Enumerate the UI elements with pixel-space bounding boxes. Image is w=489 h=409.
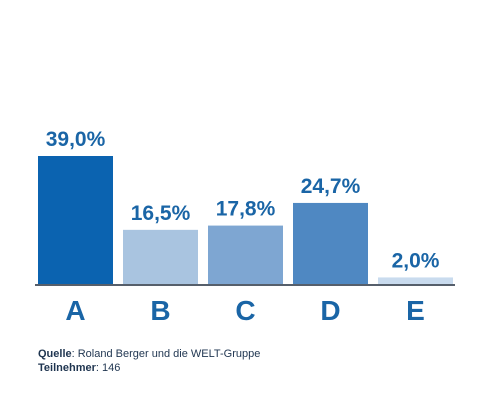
bar-c <box>208 225 283 284</box>
source-text: : Roland Berger und die WELT-Gruppe <box>71 348 261 360</box>
bar-a <box>38 156 113 284</box>
participants-line: Teilnehmer: 146 <box>38 361 120 375</box>
participants-text: : 146 <box>95 362 121 374</box>
bar-b <box>123 229 198 284</box>
bar-e <box>378 277 453 284</box>
category-label-a: A <box>65 295 85 326</box>
value-label-d: 24,7% <box>301 175 361 198</box>
value-label-b: 16,5% <box>131 202 191 225</box>
participants-label: Teilnehmer <box>38 362 96 374</box>
category-label-d: D <box>320 295 340 326</box>
bar-d <box>293 202 368 284</box>
category-label-c: C <box>235 295 255 326</box>
bar-chart: 39,0% A 16,5% B 17,8% C 24,7% D 2,0% E <box>35 128 455 326</box>
value-label-a: 39,0% <box>46 128 106 151</box>
value-label-c: 17,8% <box>216 198 276 221</box>
category-label-e: E <box>406 295 425 326</box>
source-label: Quelle <box>38 348 72 360</box>
category-label-b: B <box>150 295 170 326</box>
source-line: Quelle: Roland Berger und die WELT-Grupp… <box>38 347 260 361</box>
value-label-e: 2,0% <box>392 249 440 272</box>
